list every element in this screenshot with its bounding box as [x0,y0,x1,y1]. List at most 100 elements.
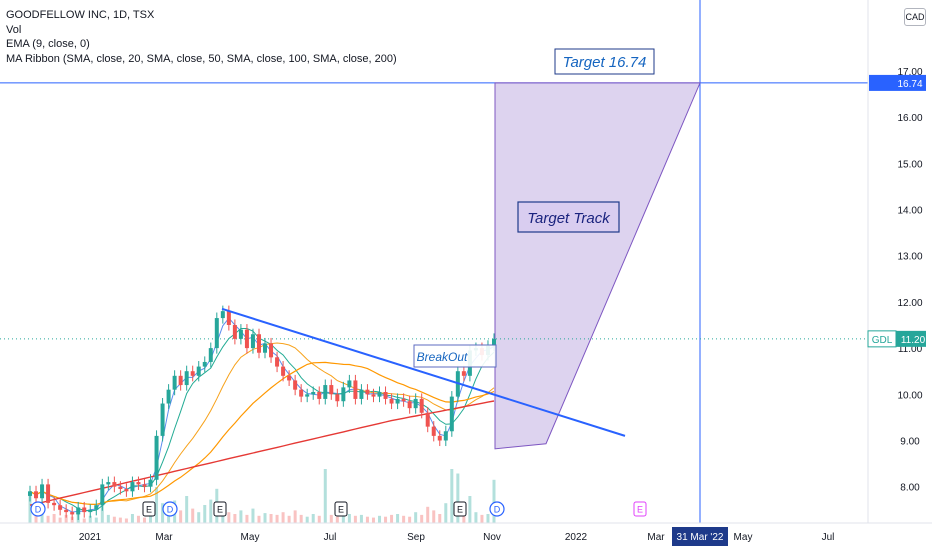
y-tick-label: 9.00 [900,437,920,448]
ema-indicator-label[interactable]: EMA (9, close, 0) [6,38,90,50]
volume-bar [203,505,207,523]
volume-bar [130,514,134,523]
volume-bar [402,515,406,523]
candle [214,318,219,349]
volume-bar [124,518,128,523]
candle [208,348,213,362]
earnings-marker [334,501,348,517]
earnings-marker [633,501,647,517]
candle [419,398,424,413]
candle [88,509,93,513]
volume-bar [468,496,472,523]
volume-bar [88,515,92,523]
earnings-marker-label: E [217,505,223,515]
volume-bar [251,508,255,523]
x-tick-label: May [734,532,753,543]
volume-bar [106,514,110,523]
candle [196,366,201,376]
volume-bar [287,515,291,523]
x-tick-label: Jul [822,532,835,543]
candle [293,380,298,390]
volume-bar [179,510,183,523]
plot-area[interactable]: Target 16.74 Target Track BreakOut D E D E E E D E [0,0,868,523]
volume-bar [245,514,249,523]
y-tick-label: 15.00 [897,159,922,170]
candle [256,334,261,353]
currency-badge[interactable]: CAD [904,8,926,26]
y-axis[interactable]: 8.00 9.00 10.00 11.00 12.00 13.00 14.00 15.00 16… [867,0,926,523]
target-track-label[interactable]: Target Track [527,210,611,227]
target-label[interactable]: Target 16.74 [563,54,647,71]
volume-bar [155,487,159,523]
breakout-box [413,344,497,368]
candle [142,484,147,487]
volume-bar [456,473,460,523]
target-price-tag [869,74,926,91]
volume-bar [275,514,279,523]
candle [232,325,237,339]
volume-bar [227,512,231,523]
candle [112,482,117,487]
candle [347,380,352,388]
earnings-marker [142,501,156,517]
candle [341,387,346,402]
volume-bar [353,515,357,523]
volume-indicator-label[interactable]: Vol [6,23,22,36]
candle [172,375,177,390]
breakout-label[interactable]: BreakOut [417,350,468,364]
volume-bar [58,517,62,523]
candle [52,502,57,506]
candle [244,329,249,349]
volume-bar [28,496,32,523]
volume-bar [390,514,394,523]
candle [371,394,376,397]
candle [178,375,183,386]
candle [299,389,304,397]
candle [377,391,382,397]
candle [353,380,358,399]
volume-bar [317,515,321,523]
earnings-marker [213,501,227,517]
candle [100,484,105,506]
volume-bar [347,514,351,523]
candle [76,507,81,515]
candle [365,389,370,395]
candle [407,401,412,409]
volume-bar [263,513,267,523]
y-tick-label: 16.00 [897,113,922,124]
ma100-line [29,361,495,506]
x-tick-label: Mar [155,532,173,543]
volume-bar [299,514,303,523]
x-tick-label: 2022 [565,532,588,543]
candle [275,357,280,367]
x-tick-label: 2021 [79,532,102,543]
symbol-title[interactable]: GOODFELLOW INC, 1D, TSX [6,9,155,21]
candle [437,435,442,441]
volume-bar [426,506,430,523]
x-axis[interactable]: 2021 Mar May Jul Sep Nov 2022 Mar May Jul 31 Mar '… [0,522,932,546]
x-tick-label: Mar [647,532,665,543]
volume-bar [209,499,213,523]
candle [305,394,310,397]
candle [106,482,111,485]
volume-bar [438,514,442,523]
candle [492,338,496,346]
earnings-marker-label: E [338,505,344,515]
volume-bar [359,514,363,523]
date-highlight-tag [672,527,728,546]
dividend-marker-label: D [494,505,501,515]
candle [359,389,364,399]
candle [202,361,207,367]
volume-bar [365,516,369,523]
candle [124,489,129,492]
ma-ribbon-indicator-label[interactable]: MA Ribbon (SMA, close, 20, SMA, close, 5… [6,52,397,65]
candle [160,403,165,436]
volume-bar [281,512,285,523]
volume-bar [450,469,454,523]
volume-bar [371,517,375,523]
volume-bar [311,514,315,523]
volume-bar [82,518,86,523]
candle [118,486,123,490]
x-tick-label: Sep [407,532,425,543]
